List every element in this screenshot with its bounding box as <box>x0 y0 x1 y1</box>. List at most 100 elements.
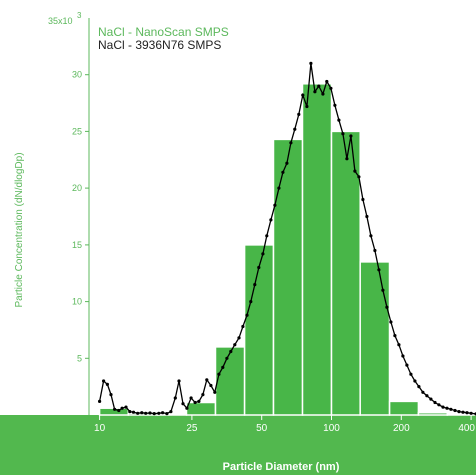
series-point-16 <box>161 411 165 415</box>
series-point-88 <box>449 407 453 411</box>
series-point-53 <box>309 61 313 65</box>
bar-4 <box>214 346 246 416</box>
bar-6 <box>272 138 304 416</box>
series-point-4 <box>113 407 117 411</box>
bar-11 <box>417 411 449 416</box>
y-axis-title: Particle Concentration (dN/dlogDp) <box>14 152 25 307</box>
series-point-52 <box>305 104 309 109</box>
series-point-70 <box>377 268 381 272</box>
series-point-9 <box>131 410 136 414</box>
series-point-33 <box>229 349 233 354</box>
bar-7 <box>301 83 333 416</box>
series-point-63 <box>349 134 353 138</box>
y-tick-label-1: 10 <box>72 297 82 307</box>
series-point-30 <box>217 372 221 376</box>
bar-8 <box>330 130 361 416</box>
bar-5 <box>243 244 275 416</box>
series-point-5 <box>117 408 121 413</box>
series-point-47 <box>285 161 289 165</box>
series-point-3 <box>109 393 113 397</box>
series-point-60 <box>337 118 341 122</box>
series-point-2 <box>105 382 109 386</box>
series-point-80 <box>417 385 421 389</box>
series-point-64 <box>353 169 357 173</box>
x-tick-label-3: 100 <box>323 423 340 434</box>
series-point-90 <box>457 410 461 414</box>
x-tick-label-1: 25 <box>186 423 198 434</box>
series-point-69 <box>373 248 377 253</box>
series-point-17 <box>165 412 169 416</box>
series-point-84 <box>433 400 437 405</box>
x-tick-label-5: 400 <box>458 423 475 434</box>
series-point-62 <box>345 157 349 161</box>
series-point-59 <box>333 103 337 107</box>
series-point-49 <box>293 127 297 131</box>
series-point-37 <box>245 313 249 317</box>
series-point-55 <box>317 84 321 88</box>
series-point-0 <box>98 399 102 403</box>
series-point-67 <box>365 214 369 219</box>
series-point-14 <box>152 412 156 416</box>
series-point-7 <box>124 405 128 409</box>
y-tick-label-3: 20 <box>72 183 82 193</box>
x-axis-title: Particle Diameter (nm) <box>223 461 340 473</box>
series-point-25 <box>197 399 201 403</box>
series-point-35 <box>237 336 241 340</box>
series-point-21 <box>181 402 185 406</box>
y-multiplier-label: 35x10 <box>48 16 73 26</box>
series-point-54 <box>313 90 317 94</box>
y-tick-label-5: 30 <box>72 70 82 80</box>
series-point-77 <box>405 363 409 367</box>
series-point-66 <box>361 197 365 202</box>
series-point-58 <box>329 86 333 90</box>
y-tick-label-4: 25 <box>72 126 82 136</box>
y-tick-label-2: 15 <box>72 240 82 250</box>
x-tick-label-2: 50 <box>256 423 268 434</box>
series-point-93 <box>469 411 473 415</box>
bar-10 <box>388 400 420 416</box>
series-point-8 <box>128 410 132 414</box>
series-point-19 <box>173 396 177 400</box>
series-point-56 <box>321 92 325 96</box>
series-point-76 <box>401 354 405 358</box>
series-point-15 <box>157 411 161 415</box>
series-point-78 <box>409 372 413 376</box>
series-point-38 <box>249 300 253 304</box>
x-axis-band <box>0 415 476 475</box>
series-point-71 <box>381 288 385 292</box>
bars-layer <box>98 83 476 416</box>
series-point-41 <box>261 252 265 256</box>
series-point-65 <box>357 175 361 179</box>
series-point-72 <box>385 305 389 309</box>
x-ticks: 10 25 50 100 200 400 <box>94 415 475 434</box>
series-point-20 <box>177 379 181 383</box>
series-point-31 <box>221 365 225 369</box>
series-point-48 <box>289 141 293 145</box>
y-tick-label-0: 5 <box>77 353 82 363</box>
series-point-46 <box>281 170 285 174</box>
bar-9 <box>359 261 391 416</box>
x-tick-label-0: 10 <box>94 423 106 434</box>
series-point-13 <box>148 411 152 415</box>
series-point-43 <box>269 218 273 222</box>
series-point-92 <box>465 411 469 415</box>
series-point-89 <box>453 408 457 413</box>
series-point-10 <box>136 411 140 415</box>
series-point-24 <box>193 400 197 405</box>
series-point-40 <box>257 265 261 270</box>
y-multiplier-exponent: 3 <box>77 11 82 20</box>
series-point-18 <box>169 410 173 414</box>
legend-nanoscan: NaCl - NanoScan SMPS <box>98 25 229 39</box>
series-point-22 <box>185 406 189 410</box>
series-point-51 <box>301 93 305 97</box>
series-point-68 <box>369 234 373 238</box>
series-point-73 <box>389 320 393 324</box>
series-point-44 <box>273 203 277 207</box>
series-point-6 <box>120 406 124 410</box>
series-point-86 <box>441 405 445 409</box>
series-point-61 <box>341 132 345 136</box>
series-point-26 <box>201 393 205 397</box>
series-point-57 <box>325 79 329 84</box>
series-point-12 <box>144 411 148 415</box>
